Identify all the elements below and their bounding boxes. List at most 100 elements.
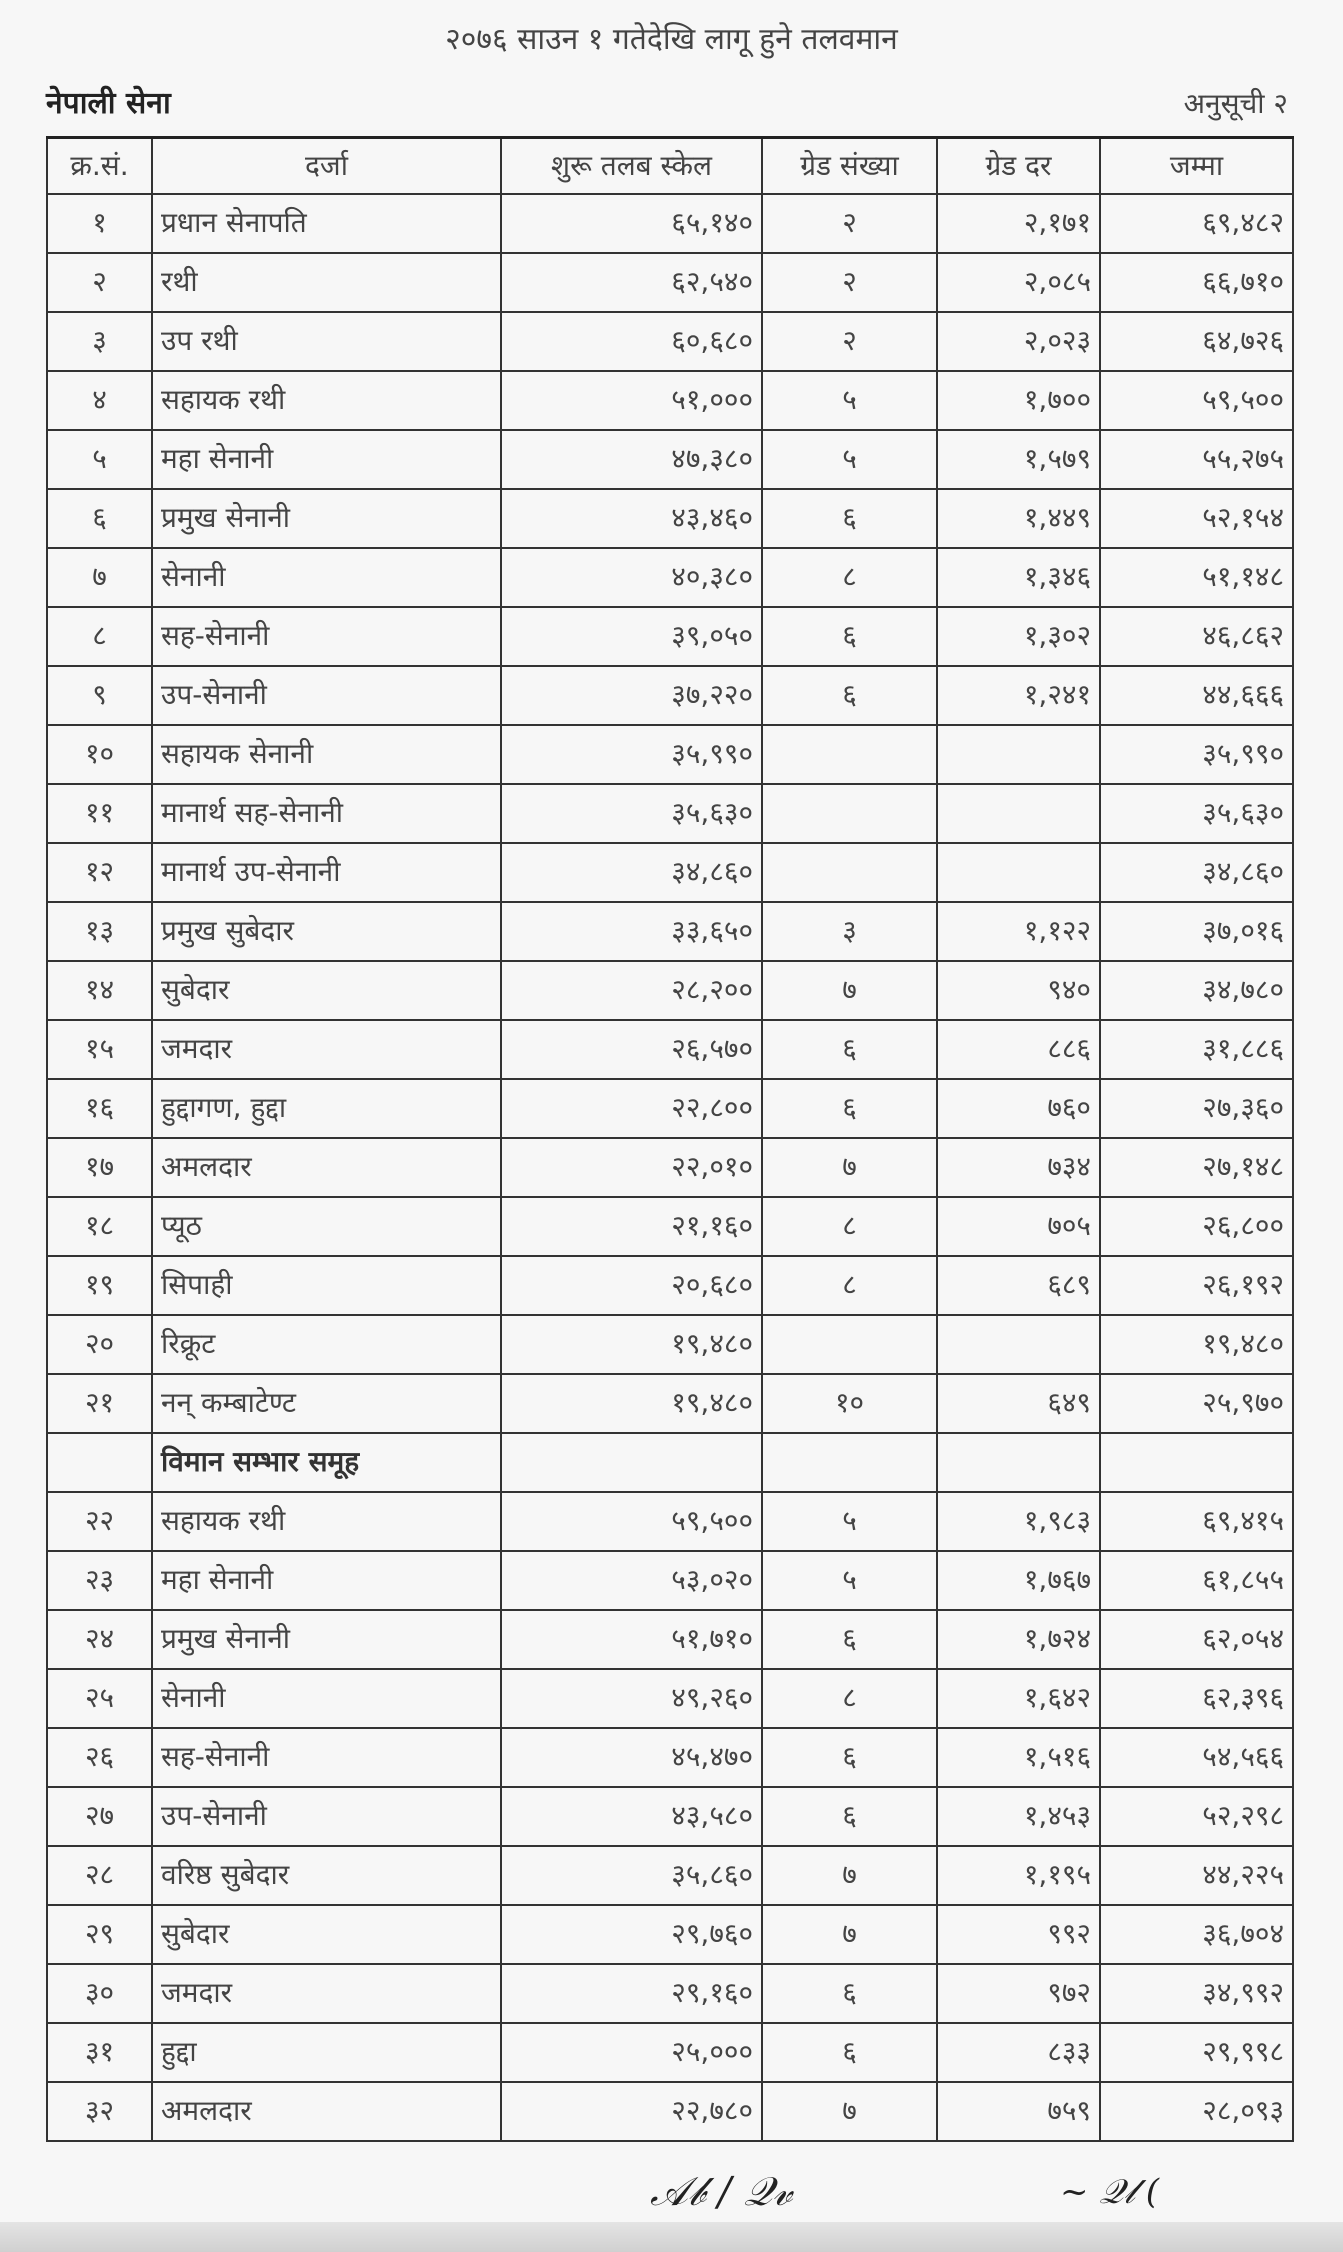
section-header-row: विमान सम्भार समूह xyxy=(46,1431,1294,1493)
serial-cell: २० xyxy=(46,1313,153,1375)
total-cell: ३४,७८० xyxy=(1099,959,1294,1021)
rank-cell: वरिष्ठ सुबेदार xyxy=(151,1844,502,1906)
grade-count-cell xyxy=(761,723,938,785)
total-cell: ३४,८६० xyxy=(1099,841,1294,903)
grade-rate-cell: ७३४ xyxy=(936,1136,1101,1198)
total-cell: ३४,९९२ xyxy=(1099,1962,1294,2024)
serial-cell: ९ xyxy=(46,664,153,726)
serial-cell: १६ xyxy=(46,1077,153,1139)
start-scale-cell: ३३,६५० xyxy=(500,900,763,962)
grade-count-cell xyxy=(761,1313,938,1375)
header-rank: दर्जा xyxy=(151,136,502,195)
table-row: ३ उप रथी ६०,६८० २ २,०२३ ६४,७२६ xyxy=(46,310,1294,372)
grade-rate-cell: १,५७९ xyxy=(936,428,1101,490)
table-row: ३१ हुद्दा २५,००० ६ ८३३ २९,९९८ xyxy=(46,2021,1294,2083)
grade-count-cell: १० xyxy=(761,1372,938,1434)
serial-cell: ५ xyxy=(46,428,153,490)
grade-rate-cell: १,९८३ xyxy=(936,1490,1101,1552)
table-row: ८ सह-सेनानी ३९,०५० ६ १,३०२ ४६,८६२ xyxy=(46,605,1294,667)
grade-count-cell: ८ xyxy=(761,1254,938,1316)
total-cell: ५२,२९८ xyxy=(1099,1785,1294,1847)
serial-cell: १७ xyxy=(46,1136,153,1198)
serial-cell: ८ xyxy=(46,605,153,667)
grade-count-cell: ६ xyxy=(761,1962,938,2024)
signature-2: ~ 𝒬𝓁 ( xyxy=(1060,2172,1160,2212)
grade-count-cell: ६ xyxy=(761,1018,938,1080)
total-cell: २६,१९२ xyxy=(1099,1254,1294,1316)
start-scale-cell: ४३,५८० xyxy=(500,1785,763,1847)
serial-cell: २६ xyxy=(46,1726,153,1788)
table-row: ३२ अमलदार २२,७८० ७ ७५९ २८,०९३ xyxy=(46,2080,1294,2142)
grade-count-cell: ७ xyxy=(761,2080,938,2142)
serial-cell: ३१ xyxy=(46,2021,153,2083)
start-scale-cell: ४९,२६० xyxy=(500,1667,763,1729)
total-cell: ६६,७१० xyxy=(1099,251,1294,313)
rank-cell: अमलदार xyxy=(151,2080,502,2142)
start-scale-cell: २८,२०० xyxy=(500,959,763,1021)
table-row: २५ सेनानी ४९,२६० ८ १,६४२ ६२,३९६ xyxy=(46,1667,1294,1729)
header-grade-count: ग्रेड संख्या xyxy=(761,136,938,195)
total-cell: ३१,८८६ xyxy=(1099,1018,1294,1080)
grade-rate-cell xyxy=(936,1431,1101,1493)
serial-cell: १९ xyxy=(46,1254,153,1316)
rank-cell: उप-सेनानी xyxy=(151,664,502,726)
rank-cell: जमदार xyxy=(151,1018,502,1080)
serial-cell: २८ xyxy=(46,1844,153,1906)
grade-rate-cell: १,१९५ xyxy=(936,1844,1101,1906)
total-cell: १९,४८० xyxy=(1099,1313,1294,1375)
table-row: १६ हुद्दागण, हुद्दा २२,८०० ६ ७६० २७,३६० xyxy=(46,1077,1294,1139)
total-cell: ६९,४१५ xyxy=(1099,1490,1294,1552)
table-row: २३ महा सेनानी ५३,०२० ५ १,७६७ ६१,८५५ xyxy=(46,1549,1294,1611)
document-title: २०७६ साउन १ गतेदेखि लागू हुने तलवमान xyxy=(445,22,898,57)
table-row: १७ अमलदार २२,०१० ७ ७३४ २७,१४८ xyxy=(46,1136,1294,1198)
rank-cell: मानार्थ उप-सेनानी xyxy=(151,841,502,903)
rank-cell: महा सेनानी xyxy=(151,1549,502,1611)
table-row: १४ सुबेदार २८,२०० ७ ९४० ३४,७८० xyxy=(46,959,1294,1021)
grade-rate-cell: २,१७१ xyxy=(936,192,1101,254)
grade-rate-cell xyxy=(936,1313,1101,1375)
grade-rate-cell: १,६४२ xyxy=(936,1667,1101,1729)
table-row: २२ सहायक रथी ५९,५०० ५ १,९८३ ६९,४१५ xyxy=(46,1490,1294,1552)
grade-count-cell: ६ xyxy=(761,487,938,549)
table-row: २७ उप-सेनानी ४३,५८० ६ १,४५३ ५२,२९८ xyxy=(46,1785,1294,1847)
grade-count-cell: ८ xyxy=(761,1195,938,1257)
table-row: १५ जमदार २६,५७० ६ ८८६ ३१,८८६ xyxy=(46,1018,1294,1080)
serial-cell: १४ xyxy=(46,959,153,1021)
serial-cell: ३ xyxy=(46,310,153,372)
start-scale-cell: ३५,६३० xyxy=(500,782,763,844)
grade-count-cell: २ xyxy=(761,251,938,313)
total-cell: २५,९७० xyxy=(1099,1372,1294,1434)
header-serial: क्र.सं. xyxy=(46,136,153,195)
rank-cell: सेनानी xyxy=(151,546,502,608)
table-row: १८ प्यूठ २१,१६० ८ ७०५ २६,८०० xyxy=(46,1195,1294,1257)
total-cell: ६२,०५४ xyxy=(1099,1608,1294,1670)
grade-rate-cell: १,४५३ xyxy=(936,1785,1101,1847)
start-scale-cell: ५९,५०० xyxy=(500,1490,763,1552)
table-row: १ प्रधान सेनापति ६५,१४० २ २,१७१ ६९,४८२ xyxy=(46,192,1294,254)
grade-rate-cell: ७०५ xyxy=(936,1195,1101,1257)
grade-rate-cell: १,३४६ xyxy=(936,546,1101,608)
total-cell: ३६,७०४ xyxy=(1099,1903,1294,1965)
grade-count-cell: ६ xyxy=(761,1608,938,1670)
serial-cell: १३ xyxy=(46,900,153,962)
start-scale-cell: ४३,४६० xyxy=(500,487,763,549)
rank-cell: मानार्थ सह-सेनानी xyxy=(151,782,502,844)
grade-rate-cell: १,४४९ xyxy=(936,487,1101,549)
rank-cell: रिक्रूट xyxy=(151,1313,502,1375)
rank-cell: सिपाही xyxy=(151,1254,502,1316)
grade-rate-cell: ६४९ xyxy=(936,1372,1101,1434)
grade-count-cell: ३ xyxy=(761,900,938,962)
grade-count-cell: ५ xyxy=(761,428,938,490)
grade-rate-cell: १,१२२ xyxy=(936,900,1101,962)
total-cell: ४४,६६६ xyxy=(1099,664,1294,726)
serial-cell: ४ xyxy=(46,369,153,431)
total-cell: ३५,९९० xyxy=(1099,723,1294,785)
grade-count-cell xyxy=(761,1431,938,1493)
rank-cell: विमान सम्भार समूह xyxy=(151,1431,502,1493)
grade-count-cell: ५ xyxy=(761,1549,938,1611)
grade-count-cell: ६ xyxy=(761,1077,938,1139)
start-scale-cell: २२,०१० xyxy=(500,1136,763,1198)
start-scale-cell: १९,४८० xyxy=(500,1313,763,1375)
total-cell: २९,९९८ xyxy=(1099,2021,1294,2083)
grade-rate-cell: ९९२ xyxy=(936,1903,1101,1965)
